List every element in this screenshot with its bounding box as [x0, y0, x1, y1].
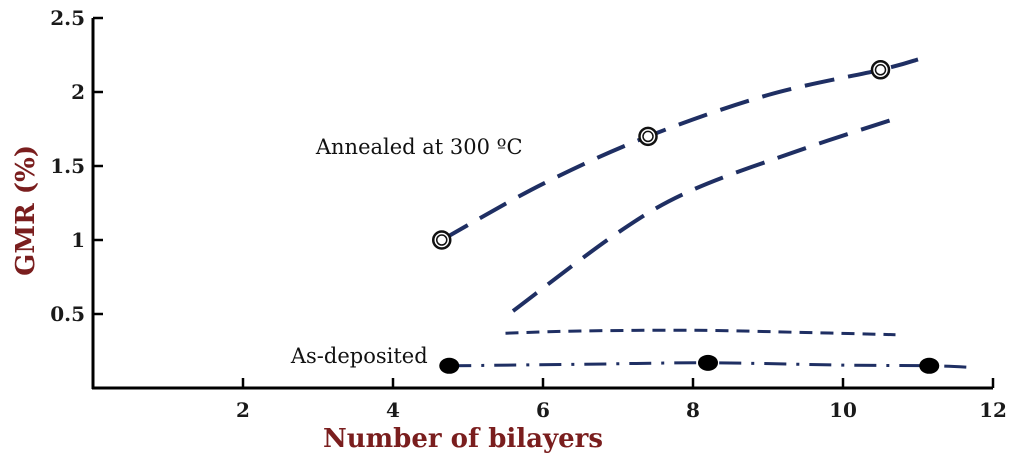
y-tick-label: 2.5: [50, 6, 85, 30]
series-line-2: [511, 116, 897, 313]
open-circle-point: [870, 60, 891, 80]
open-circle-point: [432, 230, 452, 250]
series-line-4: [449, 361, 971, 369]
x-tick-label: 10: [829, 398, 857, 422]
labels: 2 4 6 8 10 12 0.5 1 1.5 2 2.5 Number of bilayers GMR…: [11, 6, 1007, 454]
open-circle-point-inner: [642, 130, 654, 143]
x-tick-label: 2: [236, 398, 250, 422]
annealed-annotation: Annealed at 300 ºC: [315, 135, 523, 159]
plot-area: [432, 57, 971, 374]
y-tick-label: 1.5: [50, 154, 85, 178]
open-circle-point-inner: [436, 234, 448, 246]
open-circle-point: [638, 126, 658, 147]
x-tick-label: 8: [686, 398, 700, 422]
x-tick-label: 6: [536, 398, 550, 422]
y-tick-label: 2: [71, 80, 85, 104]
series-line-3: [505, 328, 896, 337]
x-tick-label: 4: [386, 398, 400, 422]
filled-circle-point: [698, 354, 718, 371]
series-line-1: [440, 57, 919, 242]
y-tick-label: 1: [71, 228, 85, 252]
y-tick-label: 0.5: [50, 302, 85, 326]
x-axis-title: Number of bilayers: [323, 424, 603, 454]
x-tick-label: 12: [979, 398, 1007, 422]
y-axis-title: GMR (%): [11, 145, 41, 276]
as-deposited-annotation: As-deposited: [290, 344, 428, 368]
axes: [91, 16, 995, 390]
filled-circle-point: [919, 357, 940, 374]
open-circle-point-inner: [874, 64, 887, 76]
filled-circle-point: [439, 357, 460, 374]
